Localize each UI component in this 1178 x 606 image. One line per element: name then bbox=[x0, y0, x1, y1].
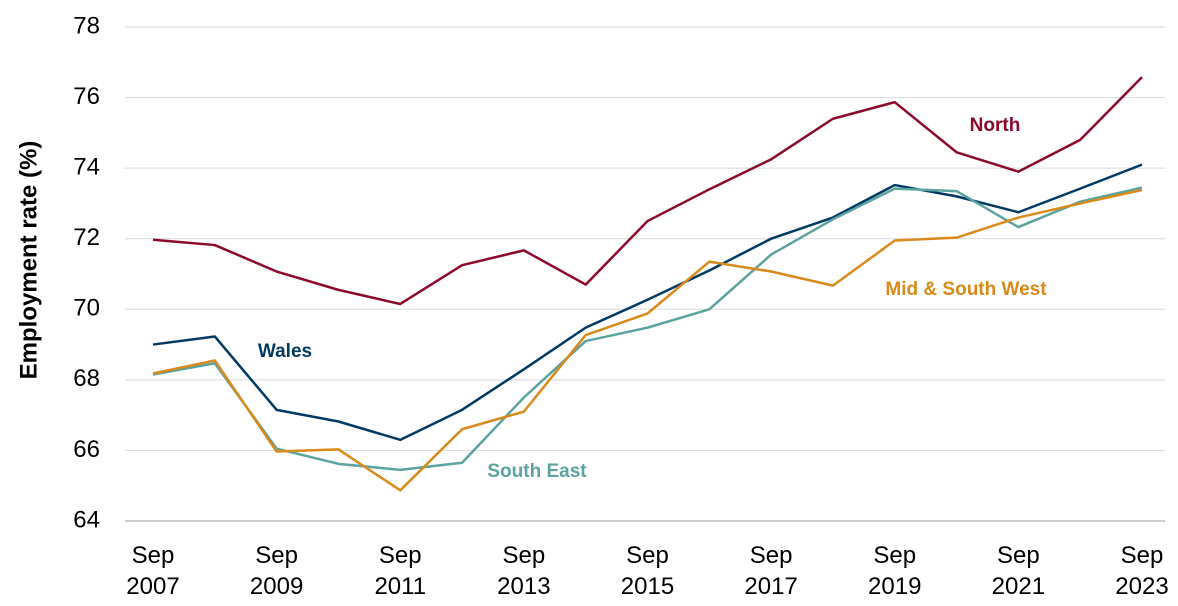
x-tick-label: Sep 2013 bbox=[497, 542, 551, 600]
series-line bbox=[152, 186, 1143, 472]
x-tick-label: Sep 2007 bbox=[126, 542, 180, 600]
y-tick-label: 74 bbox=[73, 153, 100, 180]
x-tick-label: Sep 2017 bbox=[744, 542, 798, 600]
y-tick-label: 66 bbox=[73, 436, 100, 463]
x-tick-label: Sep 2011 bbox=[374, 542, 427, 600]
series-label: Wales bbox=[258, 341, 312, 362]
series-label: Mid & South West bbox=[885, 279, 1047, 300]
y-tick-label: 76 bbox=[73, 83, 100, 110]
y-tick-label: 68 bbox=[73, 365, 100, 392]
series-label: North bbox=[970, 115, 1021, 136]
series-label: South East bbox=[487, 461, 587, 482]
series-line bbox=[152, 188, 1143, 492]
x-tick-label: Sep 2009 bbox=[249, 542, 304, 600]
x-tick-label: Sep 2023 bbox=[1115, 542, 1169, 600]
series-line bbox=[152, 163, 1143, 442]
series-line bbox=[152, 76, 1143, 306]
y-tick-label: 70 bbox=[73, 295, 100, 322]
y-tick-label: 72 bbox=[73, 224, 100, 251]
x-tick-label: Sep 2021 bbox=[991, 542, 1046, 600]
y-axis-label: Employment rate (%) bbox=[15, 141, 42, 380]
y-tick-label: 64 bbox=[73, 506, 100, 533]
y-tick-label: 78 bbox=[73, 12, 100, 39]
x-tick-label: Sep 2015 bbox=[620, 542, 675, 600]
x-tick-label: Sep 2019 bbox=[868, 542, 922, 600]
